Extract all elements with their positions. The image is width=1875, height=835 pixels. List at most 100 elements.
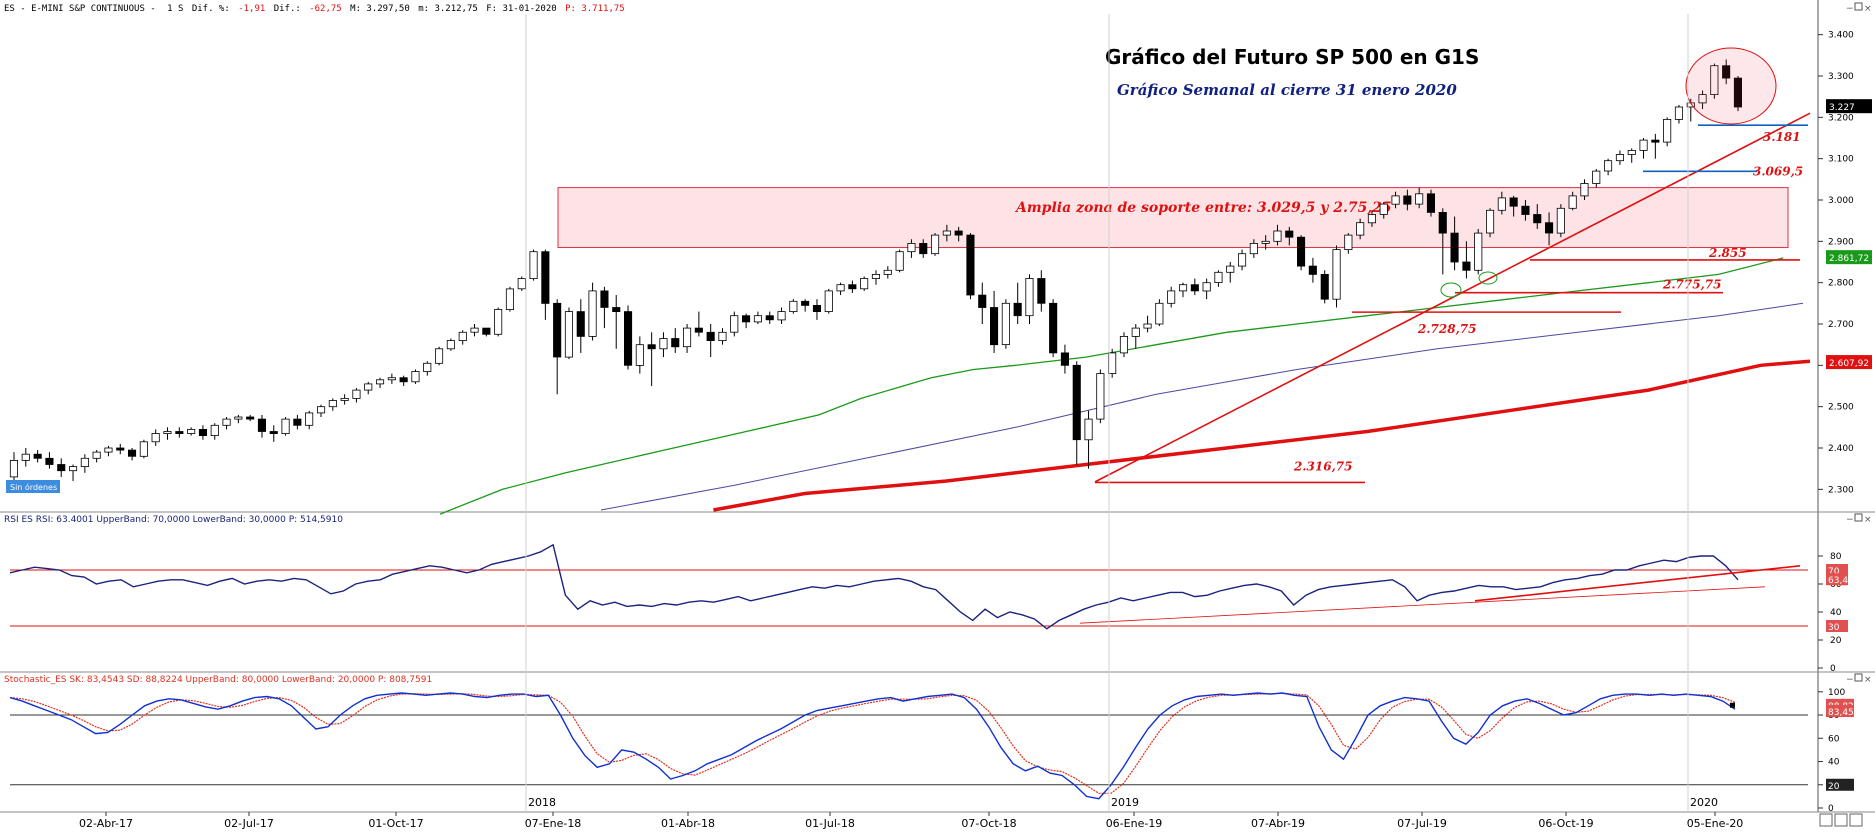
scroll-right-icon[interactable]	[1849, 813, 1863, 827]
rsi-line	[9, 543, 1739, 630]
highlight-ellipse	[1685, 47, 1777, 125]
maximize-icon[interactable]	[1854, 673, 1863, 682]
level-3069-label: 3.069,5	[1753, 164, 1803, 178]
rsi-tick-label: 0	[1830, 664, 1836, 674]
rsi-tag-label: 70	[1828, 567, 1840, 577]
candle-body	[116, 447, 125, 451]
year-label: 2019	[1111, 796, 1139, 809]
price-panel: Amplia zona de soporte entre: 3.029,5 y …	[9, 31, 1872, 515]
candle-body	[1332, 249, 1341, 300]
price-tag	[1826, 355, 1872, 370]
candle-body	[1450, 232, 1459, 263]
candle-body	[234, 416, 243, 420]
candle-body	[328, 400, 337, 408]
candle-body	[588, 290, 597, 337]
stoch-tick-label: 40	[1828, 758, 1840, 768]
candle-body	[1545, 222, 1554, 234]
candle-body	[1238, 253, 1247, 267]
maximize-icon[interactable]	[1854, 2, 1863, 11]
stoch-tick-label: 0	[1828, 804, 1834, 814]
candle-body	[1379, 203, 1388, 215]
candle-body	[364, 383, 373, 391]
candle-body	[1084, 418, 1093, 441]
candle-body	[895, 251, 904, 271]
close-icon[interactable]: ×	[1864, 675, 1872, 685]
candle-body	[1592, 170, 1601, 184]
candle-body	[222, 418, 231, 426]
candle-body	[1155, 302, 1164, 325]
close-icon[interactable]: ×	[1864, 4, 1872, 14]
stoch-tag	[1826, 778, 1854, 791]
candle-body	[104, 447, 113, 453]
touch-circle-2	[1478, 271, 1498, 285]
candle-body	[553, 302, 562, 358]
candle-body	[1072, 364, 1081, 441]
minimize-icon[interactable]: −	[1846, 675, 1854, 685]
price-tag-label: 2.861,72	[1829, 254, 1869, 264]
stoch-tick-label: 60	[1828, 734, 1840, 744]
candle-body	[742, 315, 751, 323]
window-controls-stochastic[interactable]: − ×	[1846, 673, 1872, 685]
candle-body	[1367, 214, 1377, 224]
minimize-icon[interactable]: −	[1846, 4, 1854, 14]
close-icon[interactable]: ×	[1864, 515, 1872, 525]
level-2316-label: 2.316,75	[1293, 459, 1352, 473]
stoch-k-line	[9, 692, 1736, 800]
candle-body	[931, 234, 940, 255]
candle-body	[210, 424, 219, 436]
candle-body	[765, 315, 774, 321]
price-tick-label: 3.200	[1828, 113, 1854, 123]
candle-body	[21, 453, 30, 461]
order-badge[interactable]	[6, 480, 60, 493]
time-tick-label: 02-Jul-17	[224, 817, 274, 830]
rsi-tag-label: 30	[1828, 623, 1840, 633]
candle-body	[69, 466, 78, 472]
candle-body	[246, 416, 255, 420]
candle-body	[1722, 65, 1731, 79]
candle-body	[45, 457, 54, 465]
maximize-icon[interactable]	[1854, 513, 1863, 522]
sma-green-line	[439, 257, 1784, 515]
candle-body	[281, 418, 290, 435]
candle-body	[624, 311, 633, 366]
candle-body	[1226, 265, 1235, 273]
support-zone-label: Amplia zona de soporte entre: 3.029,5 y …	[1014, 200, 1392, 216]
candle-body	[1001, 302, 1010, 345]
candle-body	[683, 327, 692, 348]
candle-body	[1096, 373, 1105, 420]
candle-body	[163, 431, 172, 434]
candle-body	[1521, 205, 1530, 215]
stoch-marker	[1730, 702, 1735, 708]
candle-body	[387, 377, 396, 381]
price-tick-label: 3.300	[1828, 72, 1854, 82]
touch-circle-1	[1440, 282, 1462, 298]
candle-body	[293, 418, 302, 426]
candle-body	[1167, 290, 1176, 304]
level-2775-label: 2.775,75	[1662, 278, 1721, 292]
candle-body	[1462, 261, 1471, 271]
window-controls-rsi[interactable]: − ×	[1846, 513, 1872, 525]
scroll-left-icon[interactable]	[1834, 813, 1848, 827]
minimize-icon[interactable]: −	[1846, 515, 1854, 525]
level-2728-label: 2.728,75	[1417, 322, 1476, 336]
rsi-tick-label: 20	[1830, 636, 1842, 646]
candle-body	[1049, 302, 1058, 354]
candle-body	[1651, 139, 1660, 143]
candle-body	[1486, 209, 1495, 234]
candle-body	[33, 453, 42, 459]
price-tag	[1826, 250, 1872, 265]
candle-body	[340, 397, 349, 401]
candle-body	[399, 377, 408, 383]
price-tag-label: 2.607,92	[1829, 359, 1869, 369]
rsi-tag	[1826, 573, 1848, 586]
candle-body	[1568, 195, 1577, 209]
candle-body	[1497, 197, 1506, 211]
scroll-controls[interactable]	[1819, 813, 1863, 827]
zoom-icon[interactable]	[1819, 813, 1833, 827]
window-controls-main[interactable]: − ×	[1846, 2, 1872, 14]
candle-body	[9, 459, 19, 478]
candle-body	[1190, 284, 1199, 292]
